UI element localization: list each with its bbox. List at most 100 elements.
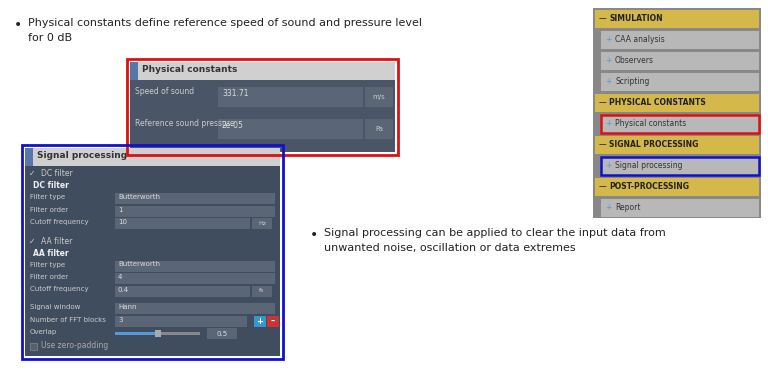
Text: AA filter: AA filter [41, 236, 72, 246]
Text: unwanted noise, oscillation or data extremes: unwanted noise, oscillation or data extr… [324, 243, 576, 253]
Bar [130, 62, 395, 152]
Bar [601, 114, 759, 132]
Bar [365, 87, 393, 107]
Text: Report: Report [615, 203, 641, 212]
Text: ✓: ✓ [29, 169, 35, 178]
Text: POST-PROCESSING: POST-PROCESSING [609, 182, 689, 191]
Bar [25, 148, 280, 166]
Bar [154, 330, 161, 337]
Text: Use zero-padding: Use zero-padding [41, 342, 108, 350]
Text: —: — [599, 14, 607, 23]
Bar [207, 328, 237, 339]
Bar [601, 73, 759, 91]
Bar [595, 178, 759, 195]
Text: Hann: Hann [118, 304, 137, 310]
Text: Number of FFT blocks: Number of FFT blocks [30, 316, 106, 323]
Bar [115, 260, 275, 272]
Bar [593, 8, 761, 218]
Text: Physical constants: Physical constants [615, 119, 687, 128]
Text: 2e-05: 2e-05 [222, 121, 244, 130]
Text: Scripting: Scripting [615, 77, 650, 86]
Text: –: – [271, 316, 275, 326]
Text: SIGNAL PROCESSING: SIGNAL PROCESSING [609, 140, 698, 149]
Text: +: + [605, 77, 611, 86]
Text: AA filter: AA filter [33, 249, 68, 258]
Text: PHYSICAL CONSTANTS: PHYSICAL CONSTANTS [609, 98, 706, 107]
Bar [254, 316, 266, 326]
Text: Filter order: Filter order [30, 274, 68, 280]
Text: 4: 4 [118, 274, 122, 280]
Text: —: — [599, 98, 607, 107]
Text: Filter type: Filter type [30, 262, 65, 268]
Text: Speed of sound: Speed of sound [135, 87, 194, 96]
Bar [115, 316, 247, 326]
Text: Signal window: Signal window [30, 304, 81, 310]
Bar [601, 30, 759, 48]
Bar [25, 148, 280, 356]
Text: +: + [605, 161, 611, 170]
Text: Physical constants define reference speed of sound and pressure level: Physical constants define reference spee… [28, 18, 422, 28]
Bar [130, 82, 395, 114]
Bar [601, 51, 759, 70]
Text: —: — [599, 182, 607, 191]
Text: Filter type: Filter type [30, 194, 65, 200]
Text: +: + [605, 119, 611, 128]
Text: Butterworth: Butterworth [118, 194, 160, 200]
Text: fs: fs [260, 289, 265, 293]
Bar [601, 157, 759, 175]
Bar [252, 218, 272, 229]
Text: m/s: m/s [372, 94, 386, 100]
Text: Filter order: Filter order [30, 206, 68, 212]
Text: CAA analysis: CAA analysis [615, 35, 665, 44]
Text: •: • [14, 18, 22, 32]
Text: Observers: Observers [615, 56, 654, 65]
Bar [115, 332, 200, 335]
Text: 3: 3 [118, 316, 123, 323]
Bar [115, 303, 275, 314]
Bar [252, 286, 272, 296]
Text: 331.71: 331.71 [222, 89, 249, 98]
Bar [127, 59, 398, 155]
Text: Cutoff frequency: Cutoff frequency [30, 219, 88, 225]
Bar [218, 87, 363, 107]
Text: Pa: Pa [375, 126, 383, 132]
Text: Hz: Hz [258, 221, 266, 226]
Text: +: + [605, 56, 611, 65]
Bar [115, 332, 157, 335]
Text: 0.4: 0.4 [118, 286, 129, 293]
Text: SIMULATION: SIMULATION [609, 14, 663, 23]
Bar [115, 286, 250, 296]
Bar [267, 316, 279, 326]
Bar [130, 62, 138, 80]
Bar [130, 62, 395, 80]
Text: +: + [605, 203, 611, 212]
Text: 10: 10 [118, 219, 127, 225]
Text: Overlap: Overlap [30, 329, 58, 335]
Text: +: + [605, 35, 611, 44]
Text: DC filter: DC filter [41, 169, 73, 178]
Text: Signal processing: Signal processing [37, 151, 127, 160]
Bar [25, 148, 33, 166]
Text: ✓: ✓ [29, 236, 35, 246]
Text: Butterworth: Butterworth [118, 262, 160, 268]
Bar [115, 193, 275, 204]
Bar [601, 198, 759, 216]
Bar [130, 114, 395, 146]
Text: Signal processing can be applied to clear the input data from: Signal processing can be applied to clea… [324, 228, 666, 238]
Bar [365, 119, 393, 139]
Bar [115, 218, 250, 229]
Bar [22, 145, 283, 359]
Text: Cutoff frequency: Cutoff frequency [30, 286, 88, 293]
Bar [601, 114, 759, 132]
Text: Signal processing: Signal processing [615, 161, 683, 170]
Text: for 0 dB: for 0 dB [28, 33, 72, 43]
Bar [595, 94, 759, 111]
Text: Physical constants: Physical constants [142, 65, 237, 74]
Bar [218, 119, 363, 139]
Text: DC filter: DC filter [33, 182, 69, 191]
Bar [115, 205, 275, 216]
Bar [601, 157, 759, 175]
Bar [30, 343, 37, 350]
Text: —: — [599, 140, 607, 149]
Bar [595, 135, 759, 154]
